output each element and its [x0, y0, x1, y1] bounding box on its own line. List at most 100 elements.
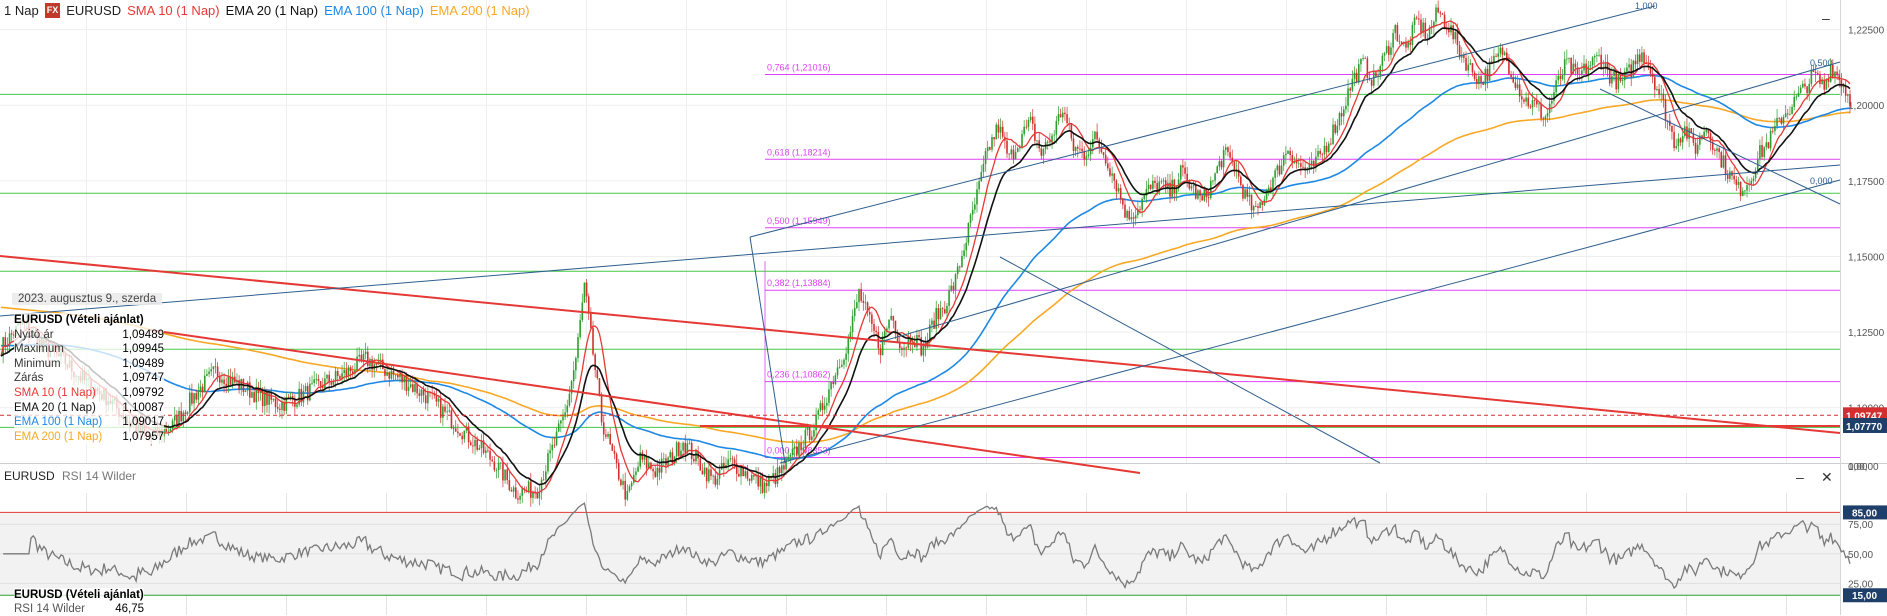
candle-body: [866, 302, 869, 313]
candle-body: [1570, 58, 1572, 74]
channel-label: 0,000: [1810, 176, 1833, 186]
candle-body: [1323, 145, 1326, 155]
candle-body: [843, 359, 845, 365]
main-minimize-button[interactable]: –: [1822, 10, 1830, 26]
candle-body: [463, 430, 466, 440]
candle-body: [1832, 64, 1834, 78]
rsi-indicator-name[interactable]: RSI 14 Wilder: [62, 469, 137, 483]
candle-body: [343, 370, 345, 374]
candle-body: [695, 450, 697, 462]
candle-body: [622, 480, 624, 485]
candle-body: [1152, 180, 1154, 189]
candle-body: [1104, 154, 1107, 164]
candle-body: [1194, 184, 1197, 199]
candle-body: [1182, 165, 1184, 168]
rsi-tick-label: 50,00: [1848, 550, 1873, 561]
candle-body: [1776, 117, 1778, 126]
candle-body: [1061, 112, 1064, 118]
candle-body: [497, 462, 500, 471]
candle-body: [1246, 189, 1249, 197]
candle-body: [1212, 180, 1214, 182]
candle-body: [1778, 117, 1781, 119]
candle-body: [1529, 106, 1532, 108]
candle-body: [4, 337, 7, 347]
candle-body: [1370, 79, 1373, 86]
candle-body: [592, 327, 594, 355]
candle-body: [860, 289, 862, 301]
symbol-label[interactable]: EURUSD: [66, 3, 122, 18]
candle-body: [371, 359, 373, 370]
rsi-close-button[interactable]: ✕: [1821, 469, 1833, 485]
candle-body: [1300, 163, 1302, 167]
candle-body: [916, 335, 918, 348]
descending-line-2: [1599, 88, 1841, 205]
channel-upper-line: [749, 5, 1656, 238]
candle-body: [1804, 83, 1806, 87]
candle-body: [935, 307, 938, 329]
legend-ema200[interactable]: EMA 200 (1 Nap): [429, 3, 530, 18]
support-price-label: 1,07770: [1846, 422, 1883, 433]
candle-body: [1759, 145, 1761, 159]
rsi-info-panel: EURUSD (Vételi ajánlat) RSI 14 Wilder 46…: [14, 588, 144, 616]
candle-body: [484, 450, 487, 453]
candle-body: [1274, 170, 1276, 178]
candle-body: [188, 392, 191, 413]
legend-ema20[interactable]: EMA 20 (1 Nap): [225, 3, 319, 18]
legend-ema100[interactable]: EMA 100 (1 Nap): [324, 3, 424, 18]
info-row-value: 1,09017: [122, 416, 164, 429]
candle-body: [1574, 63, 1577, 68]
candle-body: [1295, 160, 1298, 164]
candle-body: [1516, 84, 1519, 88]
candle-body: [356, 356, 358, 371]
candle-body: [845, 353, 847, 360]
chart-legend: 1 Nap FX EURUSD SMA 10 (1 Nap) EMA 20 (1…: [4, 3, 530, 18]
candle-body: [856, 302, 858, 308]
candle-body: [315, 378, 318, 380]
candle-body: [1688, 128, 1690, 139]
candle-body: [448, 410, 451, 412]
candle-body: [1164, 180, 1167, 188]
candle-body: [1175, 187, 1178, 193]
candle-body: [564, 412, 566, 417]
candle-body: [454, 428, 457, 432]
candle-body: [1409, 42, 1412, 45]
candle-body: [909, 337, 912, 345]
candle-body: [896, 334, 899, 342]
rsi-minimize-button[interactable]: –: [1796, 469, 1804, 485]
candle-body: [1686, 126, 1688, 139]
candle-body: [1338, 113, 1341, 126]
candle-body: [1774, 125, 1776, 132]
candle-body: [765, 482, 768, 487]
candle-body: [1497, 53, 1500, 57]
candle-body: [1503, 52, 1506, 55]
candle-body: [442, 406, 444, 418]
candle-body: [594, 354, 596, 371]
candle-body: [1791, 106, 1793, 115]
info-row: Minimum 1,09489: [14, 357, 164, 372]
candle-body: [1634, 60, 1637, 65]
candle-body: [883, 331, 886, 337]
candle-body: [1576, 67, 1579, 75]
candle-body: [1137, 209, 1139, 216]
candle-body: [1784, 113, 1787, 117]
candle-body: [1806, 86, 1808, 94]
info-row: Zárás 1,09747: [14, 371, 164, 386]
candle-body: [1280, 165, 1283, 175]
legend-sma10[interactable]: SMA 10 (1 Nap): [127, 3, 220, 18]
candle-body: [1396, 25, 1399, 42]
candle-body: [780, 465, 783, 474]
candle-body: [264, 391, 266, 407]
candle-body: [675, 442, 678, 457]
candle-body: [1422, 22, 1424, 33]
candle-body: [1780, 118, 1783, 124]
candle-body: [847, 338, 850, 354]
candle-body: [898, 341, 901, 349]
candle-body: [1718, 148, 1720, 153]
candle-body: [1707, 129, 1710, 134]
candle-body: [459, 433, 461, 436]
timeframe-label[interactable]: 1 Nap: [4, 3, 39, 18]
info-row-value: 1,09945: [122, 343, 164, 356]
candle-body: [680, 450, 682, 457]
candle-body: [491, 459, 494, 462]
